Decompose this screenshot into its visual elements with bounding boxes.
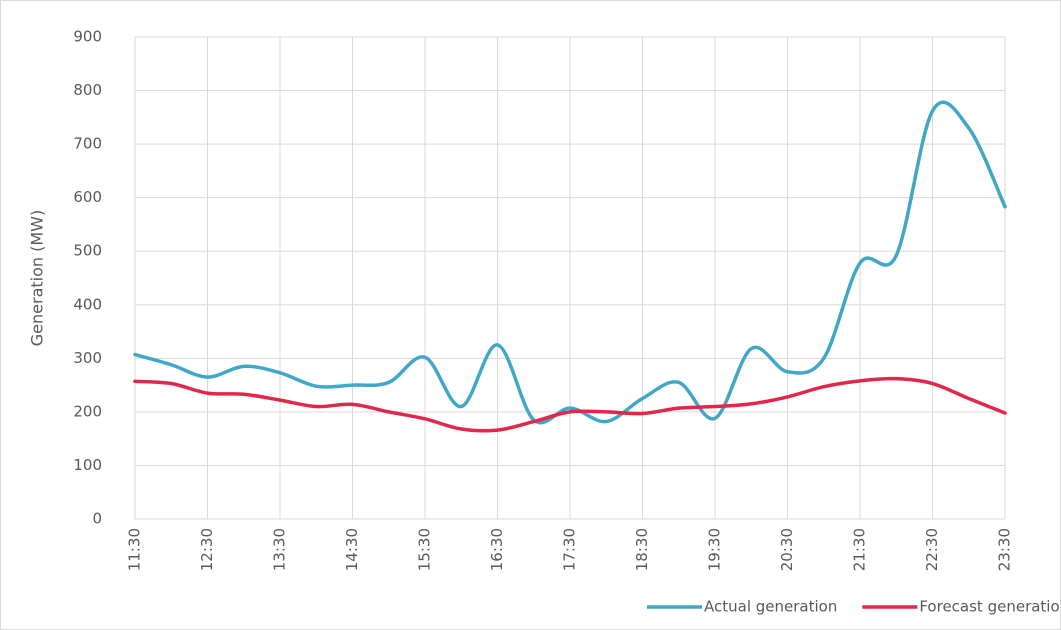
x-tick-label: 11:30 bbox=[126, 528, 144, 571]
series-line bbox=[133, 376, 1007, 433]
y-tick-label: 300 bbox=[73, 349, 102, 367]
y-tick-label: 0 bbox=[92, 510, 102, 528]
x-tick-label: 13:30 bbox=[271, 528, 289, 571]
y-tick-label: 100 bbox=[73, 456, 102, 474]
y-tick-label: 700 bbox=[73, 135, 102, 153]
legend-label: Actual generation bbox=[704, 598, 837, 616]
x-tick-label: 12:30 bbox=[198, 528, 216, 571]
x-tick-label: 23:30 bbox=[996, 528, 1014, 571]
y-tick-label: 400 bbox=[73, 295, 102, 313]
y-tick-label: 900 bbox=[73, 28, 102, 46]
y-tick-label: 500 bbox=[73, 242, 102, 260]
x-tick-label: 21:30 bbox=[851, 528, 869, 571]
x-tick-label: 14:30 bbox=[343, 528, 361, 571]
x-tick-label: 19:30 bbox=[706, 528, 724, 571]
legend-label: Forecast generation* bbox=[919, 598, 1061, 616]
x-tick-label: 18:30 bbox=[633, 528, 651, 571]
y-axis-label: Generation (MW) bbox=[28, 210, 47, 346]
y-tick-label: 200 bbox=[73, 402, 102, 420]
x-tick-label: 17:30 bbox=[561, 528, 579, 571]
y-tick-label: 800 bbox=[73, 81, 102, 99]
series-line bbox=[133, 100, 1007, 425]
x-tick-label: 16:30 bbox=[488, 528, 506, 571]
y-tick-label: 600 bbox=[73, 188, 102, 206]
x-tick-label: 22:30 bbox=[923, 528, 941, 571]
x-tick-label: 20:30 bbox=[778, 528, 796, 571]
x-tick-label: 15:30 bbox=[416, 528, 434, 571]
